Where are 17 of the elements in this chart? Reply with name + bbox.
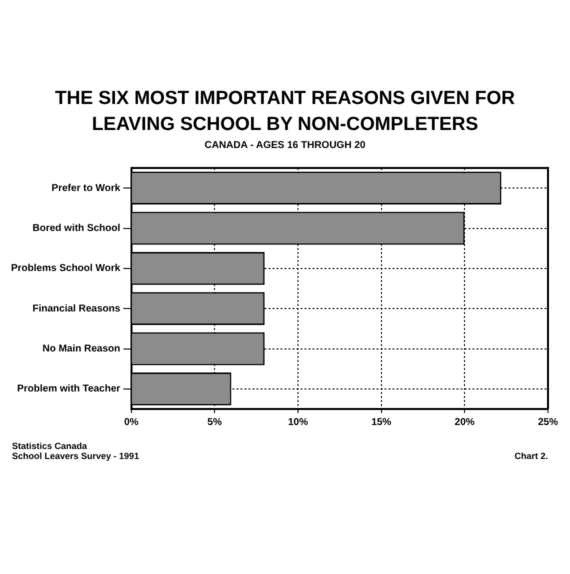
text: Statistics Canada [12, 441, 88, 451]
x-tick-label: 25% [538, 416, 558, 428]
x-tick-label: 20% [454, 416, 475, 428]
y-tick-label: Problems School Work [10, 263, 121, 274]
x-tick-label: 10% [288, 416, 308, 428]
y-tick-label: No Main Reason [42, 344, 120, 354]
chart-subtitle: CANADA - AGES 16 THROUGH 20 [204, 140, 366, 151]
x-tick-label: 5% [207, 416, 222, 428]
caption: Chart 2. [514, 451, 548, 461]
y-tick-label: Financial Reasons [32, 303, 121, 314]
y-tick-label: Bored with School [32, 223, 120, 234]
chart-title: THE SIX MOST IMPORTANT REASONS GIVEN FOR LEAVING SCHOOL BY NON-COMPLETERS [54, 87, 516, 137]
y-tick-label: Prefer to Work [52, 182, 121, 194]
x-tick-label: 0% [124, 416, 139, 428]
x-tick-label: 15% [371, 416, 392, 428]
text: School Leavers Survey - 1991 [12, 451, 140, 461]
y-tick-label: Problem with Teacher [17, 384, 120, 395]
